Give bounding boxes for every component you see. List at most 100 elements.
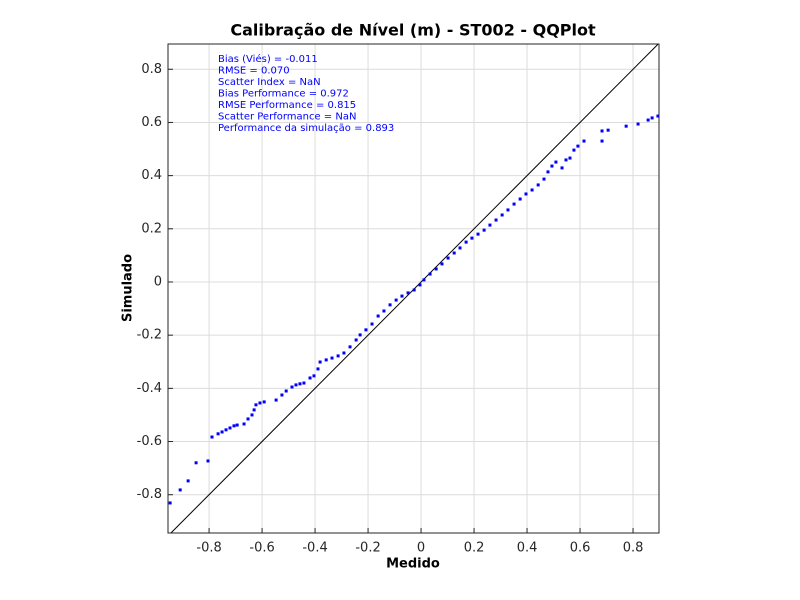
y-tick-label: 0: [154, 274, 162, 289]
point: [576, 144, 580, 148]
point: [354, 338, 358, 342]
point: [560, 166, 564, 170]
annotation: Scatter Index = NaN: [218, 77, 321, 88]
point: [546, 170, 550, 174]
annotation: Bias Performance = 0.972: [218, 89, 349, 100]
point: [428, 272, 432, 276]
point: [524, 192, 528, 196]
point: [382, 309, 386, 313]
x-tick-label: 0.6: [570, 541, 591, 556]
y-tick-label: 0.4: [141, 168, 162, 183]
point: [252, 408, 256, 412]
point: [280, 393, 284, 397]
point: [294, 383, 298, 387]
point: [216, 432, 220, 436]
point: [452, 251, 456, 255]
point: [394, 298, 398, 302]
y-axis-label: Simulado: [121, 254, 136, 322]
chart-title: Calibração de Nível (m) - ST002 - QQPlot: [230, 21, 596, 40]
y-tick-label: 0.2: [141, 221, 162, 236]
point: [500, 213, 504, 217]
y-tick-label: -0.2: [137, 328, 162, 343]
y-tick-label: -0.6: [137, 434, 162, 449]
x-tick-label: -0.2: [355, 541, 380, 556]
annotation: Performance da simulação = 0.893: [218, 123, 394, 134]
point: [298, 382, 302, 386]
point: [206, 459, 210, 463]
point: [512, 202, 516, 206]
x-tick-label: 0.4: [517, 541, 538, 556]
point: [440, 262, 444, 266]
y-tick-label: 0.8: [141, 62, 162, 77]
point: [258, 401, 262, 405]
point: [446, 256, 450, 260]
point: [476, 232, 480, 236]
point: [358, 333, 362, 337]
x-tick-label: -0.4: [302, 541, 327, 556]
point: [554, 160, 558, 164]
point: [312, 374, 316, 378]
point: [582, 139, 586, 143]
point: [400, 294, 404, 298]
point: [364, 328, 368, 332]
point: [418, 283, 422, 287]
point: [178, 488, 182, 492]
point: [336, 354, 340, 358]
point: [650, 116, 654, 120]
point: [422, 278, 426, 282]
point: [316, 367, 320, 371]
point: [246, 417, 250, 421]
point: [564, 158, 568, 162]
point: [194, 461, 198, 465]
point: [636, 122, 640, 126]
point: [600, 139, 604, 143]
point: [488, 223, 492, 227]
point: [494, 218, 498, 222]
x-axis-label: Medido: [386, 557, 440, 572]
point: [572, 148, 576, 152]
point: [470, 236, 474, 240]
point: [228, 426, 232, 430]
point: [168, 501, 172, 505]
point: [568, 156, 572, 160]
point: [542, 177, 546, 181]
point: [186, 479, 190, 483]
point: [318, 360, 322, 364]
point: [506, 208, 510, 212]
point: [235, 423, 239, 427]
point: [308, 376, 312, 380]
point: [646, 118, 650, 122]
point: [210, 435, 214, 439]
point: [550, 164, 554, 168]
x-tick-label: 0: [417, 541, 425, 556]
point: [220, 430, 224, 434]
annotation: RMSE = 0.070: [218, 66, 290, 77]
x-tick-label: -0.6: [249, 541, 274, 556]
point: [412, 288, 416, 292]
point: [606, 128, 610, 132]
y-tick-label: -0.8: [137, 487, 162, 502]
point: [600, 129, 604, 133]
point: [624, 124, 628, 128]
point: [388, 303, 392, 307]
point: [224, 428, 228, 432]
point: [348, 345, 352, 349]
point: [242, 422, 246, 426]
point: [274, 398, 278, 402]
point: [232, 424, 236, 428]
point: [324, 358, 328, 362]
point: [250, 413, 254, 417]
annotation: RMSE Performance = 0.815: [218, 100, 356, 111]
point: [290, 385, 294, 389]
x-tick-label: 0.2: [464, 541, 485, 556]
point: [434, 267, 438, 271]
point: [406, 291, 410, 295]
plot-frame: [167, 43, 660, 534]
point: [482, 228, 486, 232]
point: [656, 114, 660, 118]
point: [530, 188, 534, 192]
point: [284, 389, 288, 393]
